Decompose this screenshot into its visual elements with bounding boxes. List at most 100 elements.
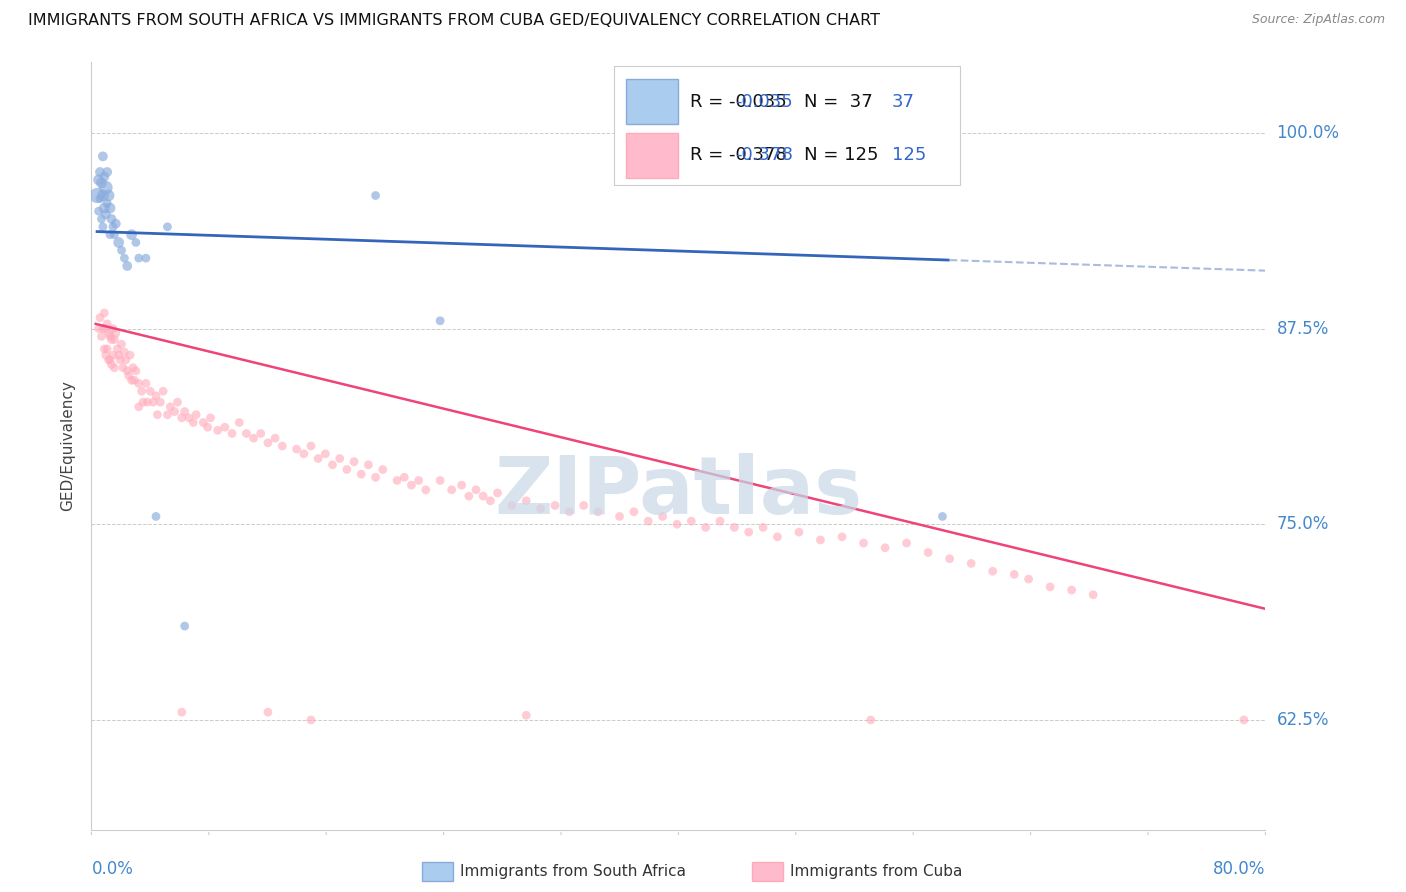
Point xyxy=(665,517,688,532)
Point xyxy=(350,467,373,482)
Point xyxy=(87,204,110,219)
Point xyxy=(135,376,157,391)
Point xyxy=(114,352,136,367)
Point xyxy=(91,188,114,202)
Point xyxy=(364,188,387,202)
Point xyxy=(170,410,193,425)
Point xyxy=(166,395,188,409)
Text: -0.035: -0.035 xyxy=(735,93,793,111)
Text: Immigrants from Cuba: Immigrants from Cuba xyxy=(790,864,963,879)
Point xyxy=(752,520,775,534)
Point xyxy=(94,180,117,194)
Point xyxy=(132,395,155,409)
Point xyxy=(124,373,146,387)
Point xyxy=(125,364,148,378)
Point xyxy=(401,478,423,492)
Point xyxy=(93,306,115,320)
Text: 75.0%: 75.0% xyxy=(1277,516,1329,533)
Point xyxy=(98,201,121,215)
Point xyxy=(787,525,810,540)
Point xyxy=(357,458,380,472)
Point xyxy=(193,416,215,430)
FancyBboxPatch shape xyxy=(614,66,960,186)
Point xyxy=(572,499,595,513)
Point xyxy=(121,373,143,387)
Point xyxy=(960,557,983,571)
Point xyxy=(122,360,145,375)
Point xyxy=(709,514,731,528)
Point xyxy=(214,420,236,434)
Point xyxy=(249,426,271,441)
Point xyxy=(101,321,124,335)
Point xyxy=(96,165,118,179)
Point xyxy=(429,474,451,488)
Point xyxy=(1083,588,1105,602)
Point xyxy=(1018,572,1040,586)
Point xyxy=(257,435,280,450)
Point xyxy=(103,227,125,242)
Point xyxy=(173,404,195,418)
Text: 100.0%: 100.0% xyxy=(1277,124,1340,142)
Point xyxy=(149,395,172,409)
Point xyxy=(117,364,139,378)
Point xyxy=(981,564,1004,578)
Point xyxy=(181,416,204,430)
Text: ZIPatlas: ZIPatlas xyxy=(495,453,862,531)
Point xyxy=(89,192,111,206)
Point xyxy=(142,395,165,409)
Point xyxy=(91,149,114,163)
Point xyxy=(145,389,167,403)
Point xyxy=(681,514,703,528)
Point xyxy=(89,310,111,325)
Point xyxy=(170,705,193,719)
Point xyxy=(292,447,315,461)
Point xyxy=(125,235,148,250)
Point xyxy=(96,196,118,211)
Point xyxy=(810,533,832,547)
Point xyxy=(104,217,127,231)
Point xyxy=(105,342,128,356)
Text: Immigrants from South Africa: Immigrants from South Africa xyxy=(460,864,686,879)
Text: 62.5%: 62.5% xyxy=(1277,711,1329,729)
Text: -0.378: -0.378 xyxy=(735,146,793,164)
Point xyxy=(321,458,343,472)
Point xyxy=(235,426,257,441)
Point xyxy=(94,207,117,221)
Point xyxy=(207,423,229,437)
Text: R = -0.378   N = 125: R = -0.378 N = 125 xyxy=(690,146,879,164)
Point xyxy=(128,376,150,391)
Point xyxy=(931,509,953,524)
Point xyxy=(530,501,553,516)
Point xyxy=(93,201,115,215)
Text: 80.0%: 80.0% xyxy=(1213,860,1265,878)
Point xyxy=(385,474,408,488)
Point xyxy=(173,619,195,633)
Point xyxy=(299,439,322,453)
Point xyxy=(486,486,509,500)
Point xyxy=(329,451,352,466)
Point xyxy=(859,713,882,727)
Point xyxy=(873,541,896,555)
Y-axis label: GED/Equivalency: GED/Equivalency xyxy=(60,381,76,511)
Point xyxy=(501,499,523,513)
Point xyxy=(623,505,645,519)
Text: R = -0.035   N =  37: R = -0.035 N = 37 xyxy=(690,93,873,111)
Point xyxy=(852,536,875,550)
Text: 37: 37 xyxy=(891,93,915,111)
Point xyxy=(90,212,112,227)
Point xyxy=(1002,567,1025,582)
Point xyxy=(156,408,179,422)
Point xyxy=(371,462,394,476)
Point xyxy=(98,329,121,343)
Point xyxy=(96,342,118,356)
Point xyxy=(515,493,537,508)
Point xyxy=(1233,713,1256,727)
Point xyxy=(450,478,472,492)
Point xyxy=(186,408,208,422)
Point xyxy=(637,514,659,528)
Point xyxy=(695,520,717,534)
Point xyxy=(271,439,294,453)
Point xyxy=(1060,582,1083,597)
Point xyxy=(558,505,581,519)
Point xyxy=(91,321,114,335)
